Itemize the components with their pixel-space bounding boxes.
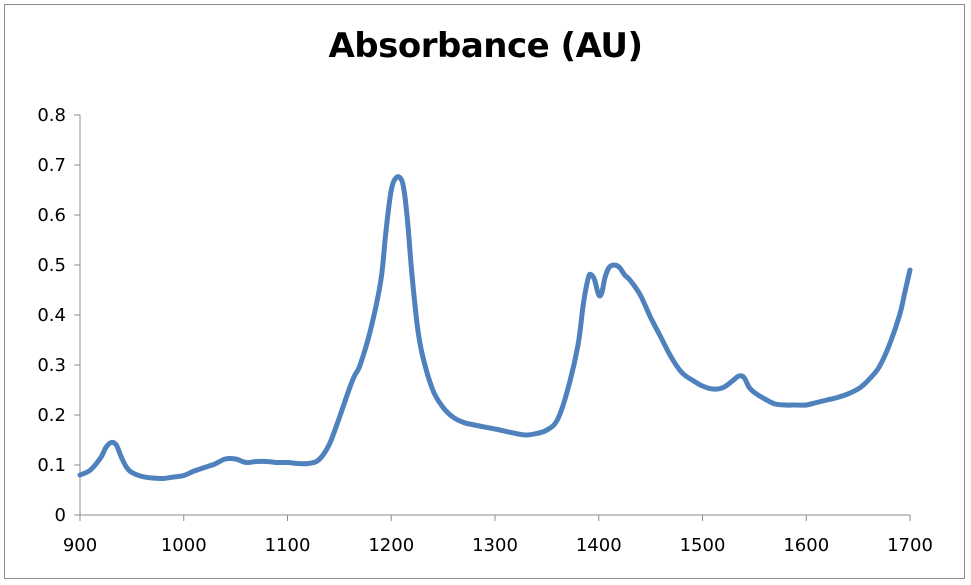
x-tick-label: 1200	[368, 535, 414, 556]
y-tick-label: 0	[55, 505, 66, 526]
x-tick-label: 900	[63, 535, 97, 556]
y-tick-label: 0.2	[37, 405, 66, 426]
y-tick-label: 0.1	[37, 455, 66, 476]
absorbance-series-line	[77, 174, 913, 482]
y-tick-label: 0.5	[37, 255, 66, 276]
y-tick-label: 0.3	[37, 355, 66, 376]
y-tick-label: 0.7	[37, 155, 66, 176]
x-tick-label: 1100	[265, 535, 311, 556]
x-tick-label: 1400	[576, 535, 622, 556]
x-tick-label: 1700	[887, 535, 933, 556]
y-tick-label: 0.6	[37, 205, 66, 226]
y-tick-label: 0.4	[37, 305, 66, 326]
x-tick-label: 1000	[161, 535, 207, 556]
chart-title: Absorbance (AU)	[328, 26, 643, 66]
y-tick-label: 0.8	[37, 105, 66, 126]
x-tick-label: 1600	[783, 535, 829, 556]
x-tick-label: 1300	[472, 535, 518, 556]
x-tick-label: 1500	[680, 535, 726, 556]
chart-frame	[4, 4, 965, 579]
